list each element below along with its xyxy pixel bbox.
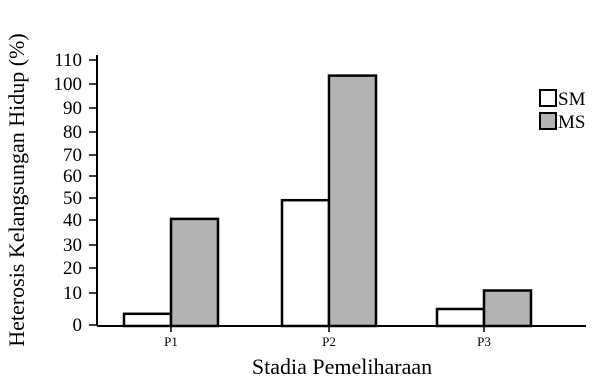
y-tick-label-80: 80: [63, 122, 82, 143]
bar-sm-p1: [122, 312, 173, 328]
legend-label-sm: SM: [558, 89, 586, 110]
bar-sm-p2: [280, 198, 331, 328]
y-tick-label-0: 0: [73, 315, 83, 336]
y-tick-label-50: 50: [63, 188, 82, 209]
x-tick-label-p1: P1: [164, 334, 178, 349]
y-tick-label-30: 30: [63, 235, 82, 256]
bar-ms-p3: [482, 289, 533, 328]
x-axis-ticks: P1 P2 P3: [164, 326, 491, 349]
y-tick-label-110: 110: [54, 50, 82, 71]
y-tick-label-70: 70: [63, 145, 82, 166]
bar-sm-p3: [435, 307, 486, 328]
x-axis-title: Stadia Pemeliharaan: [252, 354, 432, 379]
y-tick-label-100: 100: [54, 74, 83, 95]
bar-ms-p1: [169, 217, 220, 328]
y-tick-label-90: 90: [63, 98, 82, 119]
legend-swatch-ms: [539, 112, 557, 130]
y-tick-label-20: 20: [63, 258, 82, 279]
legend-swatch-sm: [539, 89, 557, 107]
y-tick-label-10: 10: [63, 283, 82, 304]
y-tick-label-40: 40: [63, 210, 82, 231]
legend-label-ms: MS: [558, 112, 585, 133]
x-tick-label-p2: P2: [322, 334, 336, 349]
bar-ms-p2: [327, 74, 378, 328]
x-tick-label-p3: P3: [477, 334, 491, 349]
bars-group: [122, 74, 533, 328]
y-tick-label-60: 60: [63, 166, 82, 187]
y-axis-title: Heterosis Kelangsungan Hidup (%): [4, 33, 29, 346]
